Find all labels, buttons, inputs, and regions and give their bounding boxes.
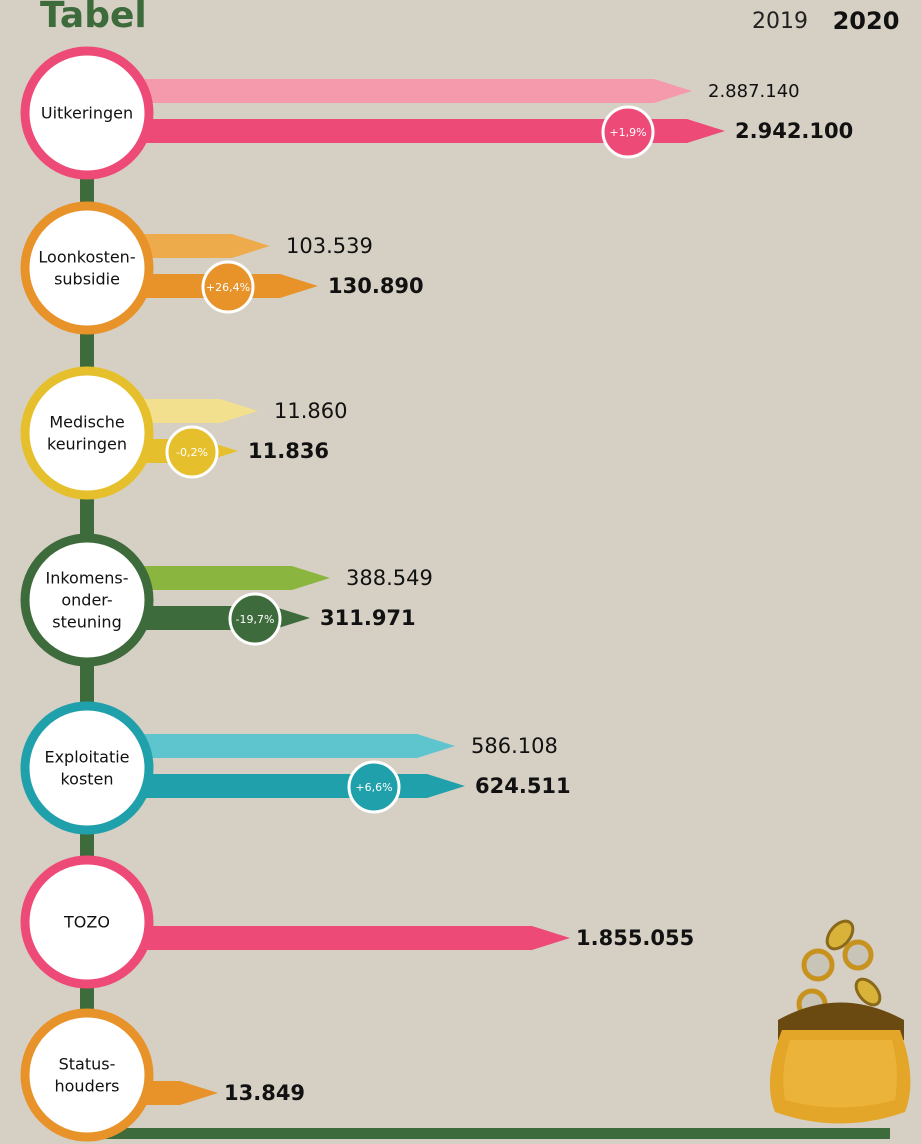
bar-2020 [140, 606, 310, 630]
change-label: +6,6% [355, 781, 392, 794]
category-label: Medische [49, 413, 124, 432]
bar-2020 [140, 926, 570, 950]
change-badge [228, 592, 282, 646]
bar-2020 [140, 774, 465, 798]
category-circle [20, 533, 154, 667]
change-badge [165, 425, 219, 479]
category-label: keuringen [47, 435, 127, 454]
change-badge [601, 105, 655, 159]
change-label: -19,7% [236, 613, 275, 626]
change-label: +1,9% [609, 126, 646, 139]
value-2019: 586.108 [471, 734, 558, 758]
category-circle [20, 201, 154, 335]
change-badge [201, 260, 255, 314]
category-label: kosten [60, 770, 113, 789]
change-label: +26,4% [206, 281, 250, 294]
change-badge [347, 760, 401, 814]
circles: Uitkeringen Loonkosten-subsidie Medische ke… [20, 46, 154, 1142]
title: Tabel [40, 0, 147, 36]
value-2020: 13.849 [224, 1081, 305, 1105]
category-label: Uitkeringen [41, 104, 133, 123]
baseline [80, 1128, 890, 1139]
value-2020: 1.855.055 [576, 926, 694, 950]
bar-2019 [140, 399, 258, 423]
purse [769, 919, 911, 1124]
category-label: onder- [61, 591, 112, 610]
value-2020: 624.511 [475, 774, 571, 798]
coin [854, 977, 882, 1007]
purse-shine [783, 1040, 897, 1108]
value-2020: 11.836 [248, 439, 329, 463]
value-2020: 2.942.100 [735, 119, 853, 143]
bar-2019 [140, 234, 270, 258]
category-label: Inkomens- [45, 569, 128, 588]
bar-2019 [140, 79, 692, 103]
category-label: Exploitatie [44, 748, 129, 767]
category-circle [20, 1008, 154, 1142]
value-2019: 11.860 [274, 399, 347, 423]
coin [825, 919, 855, 951]
value-2019: 103.539 [286, 234, 373, 258]
category-label: Loonkosten- [38, 248, 135, 267]
category-label: steuning [52, 613, 121, 632]
bar-2019 [140, 566, 330, 590]
value-2019: 2.887.140 [708, 81, 800, 102]
bars: 2.887.140 2.942.100 +1,9% 103.539 130.890 +26… [140, 79, 853, 1105]
category-circle [20, 46, 154, 180]
category-label: TOZO [63, 913, 110, 932]
bar-2019 [140, 734, 455, 758]
value-2019: 388.549 [346, 566, 433, 590]
value-2020: 130.890 [328, 274, 424, 298]
category-circle [20, 855, 154, 989]
category-label: Status- [59, 1055, 116, 1074]
change-label: -0,2% [176, 446, 208, 459]
coin [801, 948, 835, 982]
category-circle [20, 366, 154, 500]
year-label: 2020 [833, 7, 900, 35]
category-label: houders [55, 1077, 120, 1096]
category-label: subsidie [54, 270, 120, 289]
category-circle [20, 701, 154, 835]
bar-2020 [140, 119, 725, 143]
value-2020: 311.971 [320, 606, 416, 630]
year-label: 2019 [752, 9, 808, 34]
coin [842, 939, 874, 971]
bar-2020 [140, 1081, 218, 1105]
